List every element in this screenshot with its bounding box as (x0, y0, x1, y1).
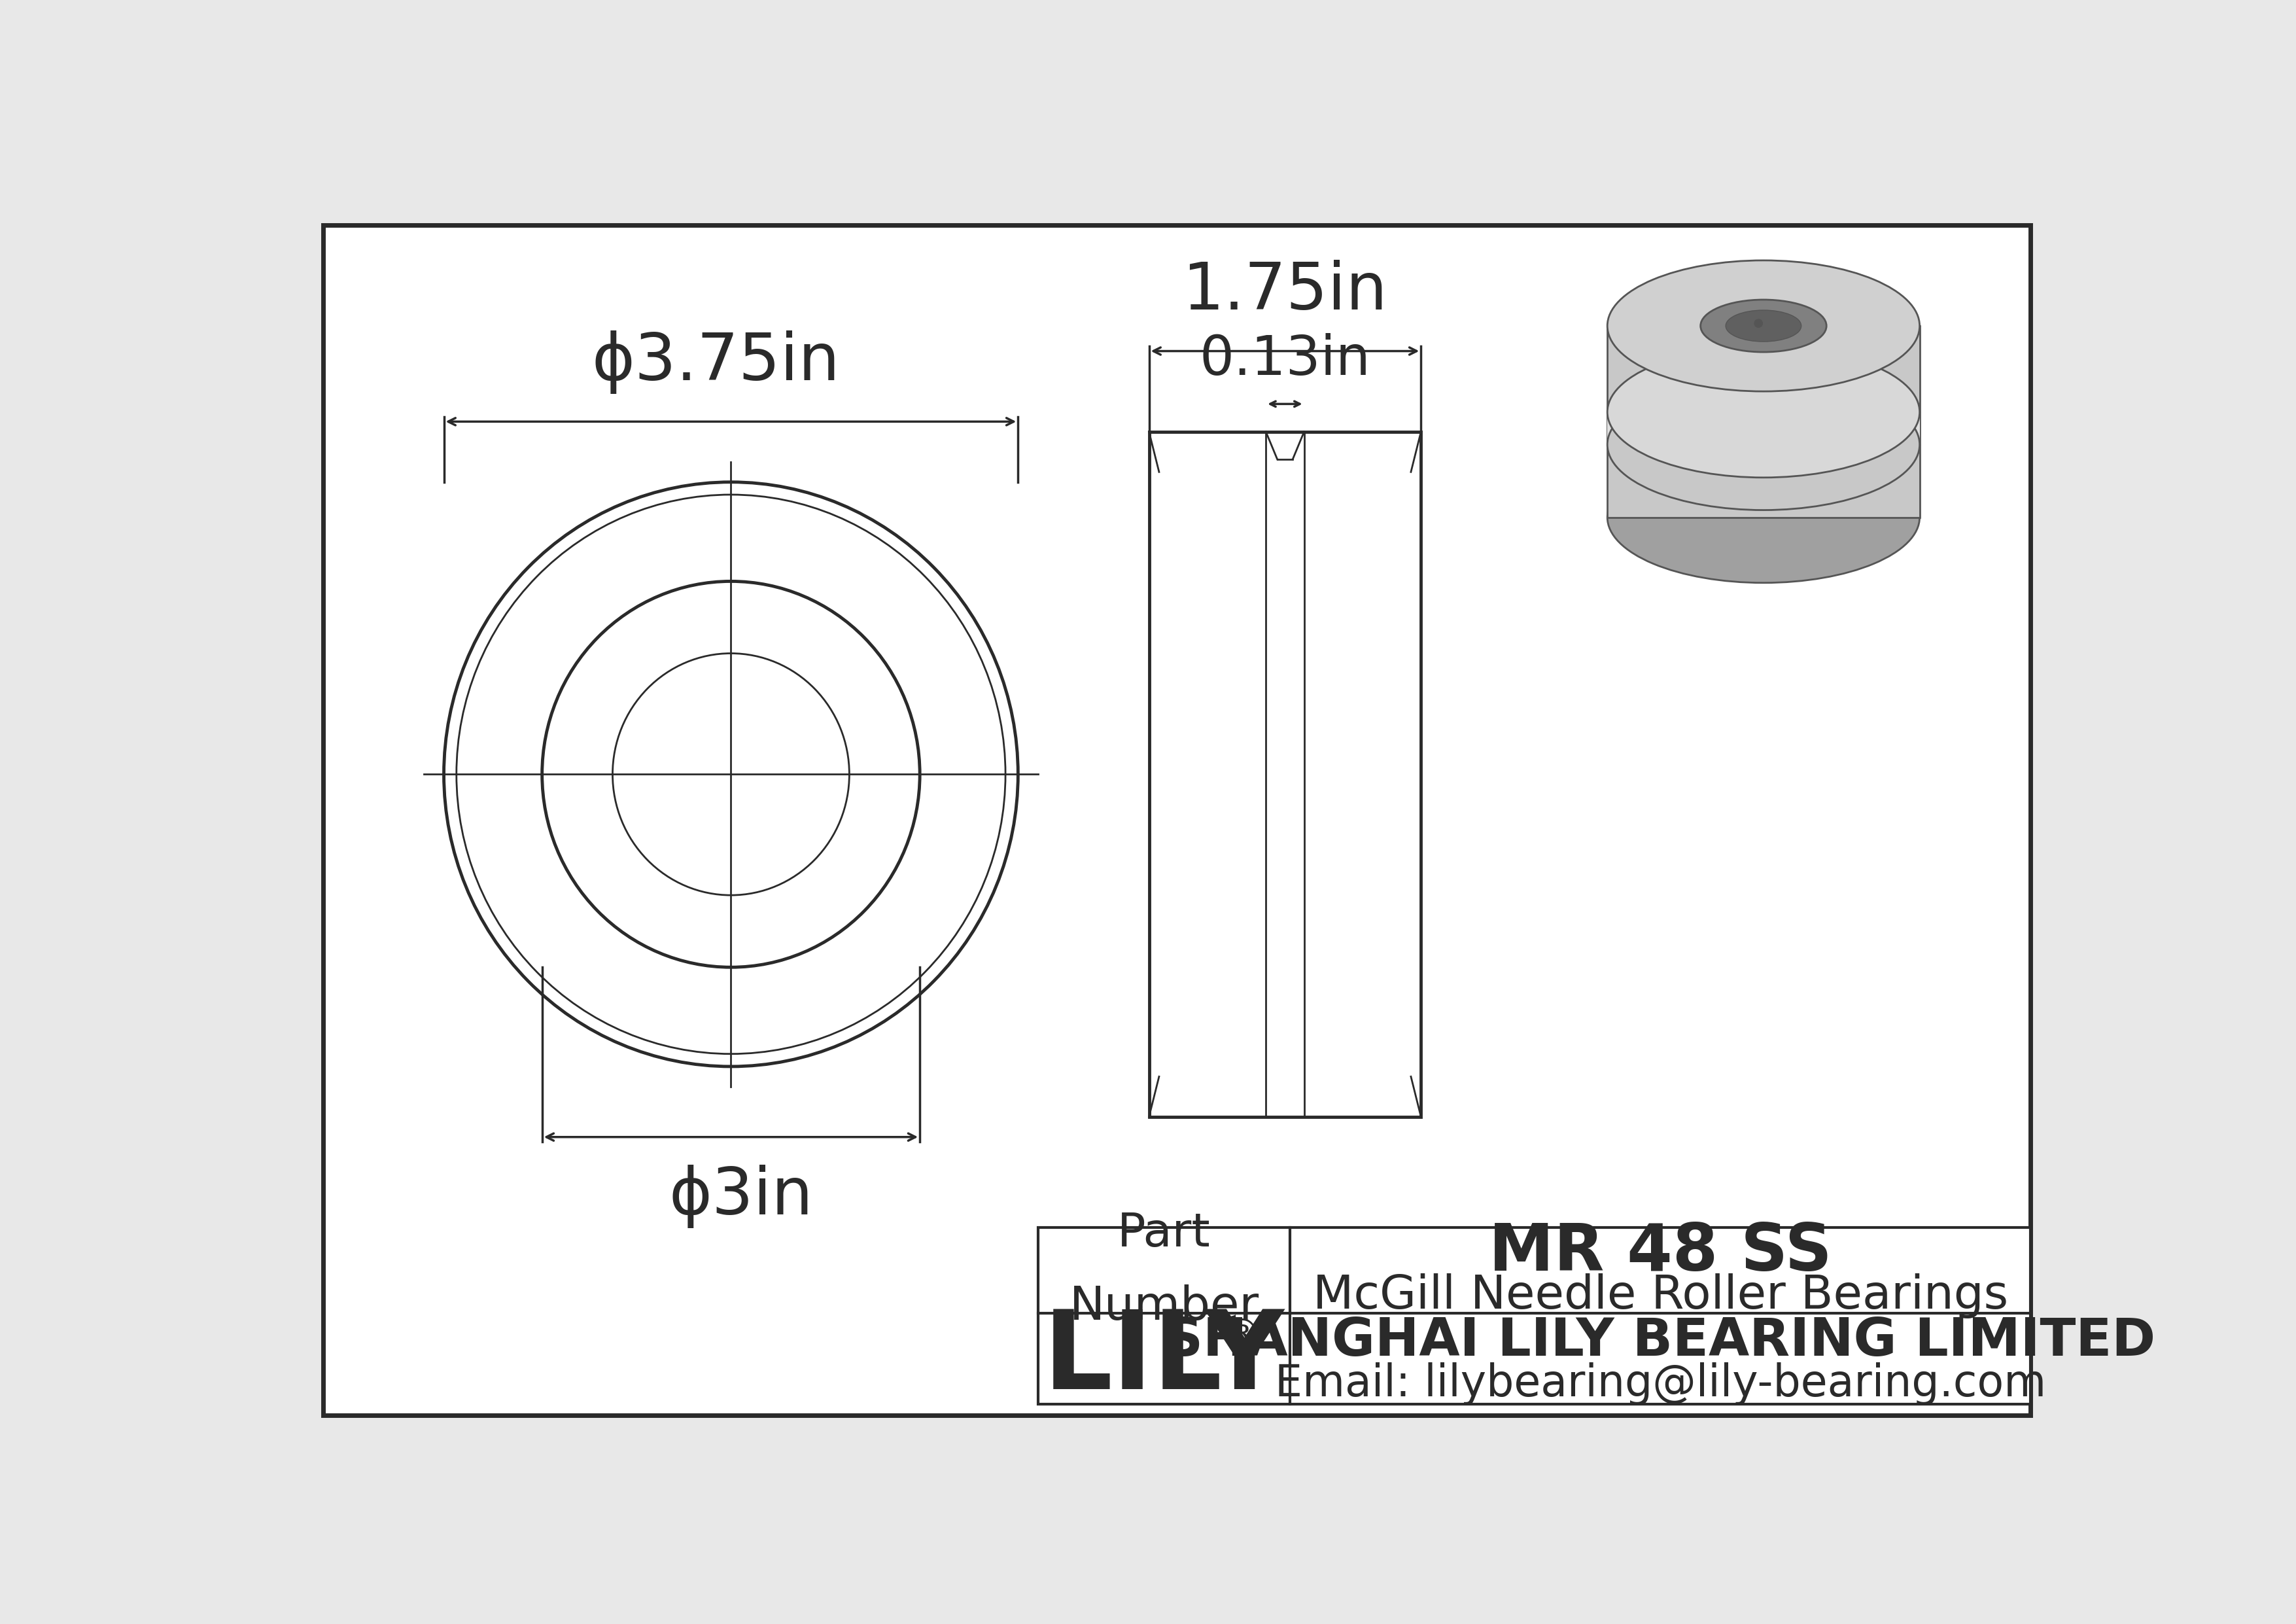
Text: ϕ3.75in: ϕ3.75in (592, 330, 840, 395)
Text: ®: ® (1224, 1317, 1261, 1354)
Text: SHANGHAI LILY BEARING LIMITED: SHANGHAI LILY BEARING LIMITED (1164, 1315, 2156, 1366)
Text: ϕ3in: ϕ3in (668, 1164, 813, 1228)
Text: 1.75in: 1.75in (1182, 260, 1387, 323)
Text: MR 48 SS: MR 48 SS (1488, 1221, 1832, 1285)
Polygon shape (1607, 412, 1919, 445)
Ellipse shape (457, 495, 1006, 1054)
Ellipse shape (542, 581, 921, 968)
Ellipse shape (1607, 451, 1919, 583)
Polygon shape (1607, 326, 1919, 518)
Text: Part
Number: Part Number (1070, 1212, 1258, 1330)
Circle shape (1754, 320, 1763, 328)
Ellipse shape (1607, 378, 1919, 510)
Text: McGill Needle Roller Bearings: McGill Needle Roller Bearings (1313, 1273, 2009, 1319)
Ellipse shape (443, 482, 1017, 1067)
Bar (1038, 1228, 2030, 1405)
Ellipse shape (1727, 310, 1802, 341)
Ellipse shape (1607, 346, 1919, 477)
Text: 0.13in: 0.13in (1199, 333, 1371, 387)
Text: Email: lilybearing@lily-bearing.com: Email: lilybearing@lily-bearing.com (1274, 1363, 2046, 1405)
Bar (1148, 432, 1421, 1117)
Text: LILY: LILY (1042, 1306, 1286, 1411)
Ellipse shape (1607, 260, 1919, 391)
Ellipse shape (613, 653, 850, 895)
Ellipse shape (1701, 300, 1825, 352)
